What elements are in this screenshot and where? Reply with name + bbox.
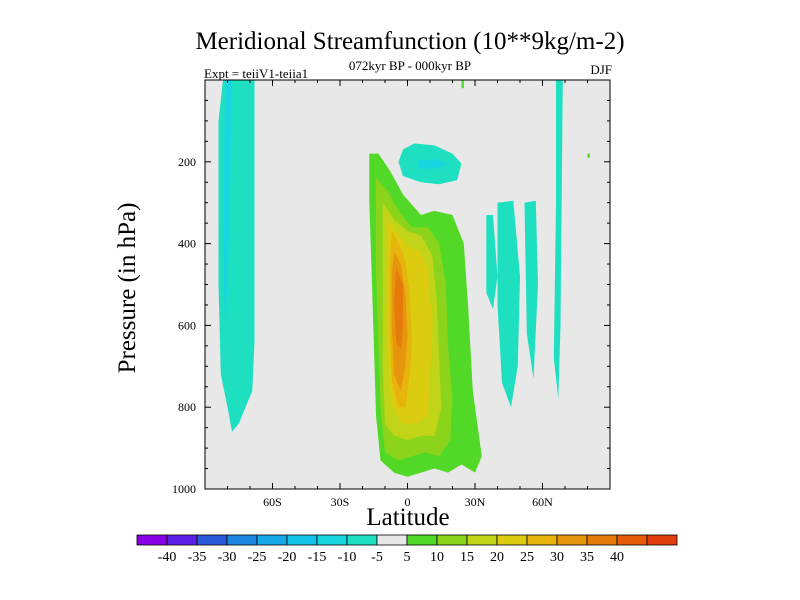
colorbar-label: -5 <box>371 550 383 565</box>
colorbar-swatch <box>556 534 588 546</box>
x-tick-label: 60S <box>263 495 282 509</box>
y-tick-label: 200 <box>178 155 196 169</box>
colorbar-swatch <box>616 534 648 546</box>
contour-region-7 <box>524 200 538 379</box>
contour-region-6 <box>497 200 520 408</box>
colorbar-label: 35 <box>580 550 594 565</box>
colorbar-label: -40 <box>158 550 177 565</box>
colorbar-swatch <box>196 534 228 546</box>
axis-ticks: 60S 30S 0 30N 60N 200 400 600 800 1000 <box>172 80 610 509</box>
x-tick-label: 0 <box>405 495 411 509</box>
colorbar-swatch <box>316 534 348 546</box>
colorbar-swatch <box>286 534 318 546</box>
period-label: 072kyr BP - 000kyr BP <box>348 58 472 73</box>
y-tick-label: 400 <box>178 237 196 251</box>
colorbar-label: 30 <box>550 550 564 565</box>
colorbar-swatch <box>406 534 438 546</box>
colorbar-label: -10 <box>338 550 357 565</box>
colorbar-label: 25 <box>520 550 534 565</box>
colorbar-swatch <box>496 534 528 546</box>
contour-region-1 <box>223 80 232 334</box>
chart-title: Meridional Streamfunction (10**9kg/m-2) <box>195 28 625 55</box>
colorbar-label: -20 <box>278 550 297 565</box>
season-label: DJF <box>590 62 612 77</box>
y-tick-label: 600 <box>178 318 196 332</box>
colorbar-swatch <box>376 534 408 546</box>
colorbar-swatch <box>346 534 378 546</box>
contour-region-17 <box>587 153 590 158</box>
colorbar-label: -25 <box>248 550 267 565</box>
colorbar-label: 20 <box>490 550 504 565</box>
contour-region-15 <box>394 268 403 350</box>
colorbar-swatch <box>166 534 198 546</box>
colorbar: -40 -35 -30 -25 -20 -15 -10 -5 5 10 15 20 25 30 35 40 <box>136 534 678 565</box>
contour-region-8 <box>553 80 563 399</box>
y-tick-label: 800 <box>178 400 196 414</box>
x-axis-title: Latitude <box>366 504 450 531</box>
colorbar-label: 5 <box>404 550 411 565</box>
x-tick-label: 30N <box>465 495 486 509</box>
colorbar-swatch <box>256 534 288 546</box>
colorbar-label: 15 <box>460 550 474 565</box>
contour-fill-layer <box>218 80 590 477</box>
colorbar-label: 40 <box>610 550 624 565</box>
contour-region-16 <box>461 80 464 89</box>
y-tick-label: 1000 <box>172 482 196 496</box>
colorbar-swatch <box>436 534 468 546</box>
contour-region-5 <box>486 215 498 309</box>
experiment-label: Expt = teiiV1-teiia1 <box>204 66 309 81</box>
colorbar-swatch <box>136 534 168 546</box>
colorbar-swatch <box>526 534 558 546</box>
colorbar-swatch <box>466 534 498 546</box>
colorbar-swatch <box>226 534 258 546</box>
colorbar-label: -30 <box>218 550 237 565</box>
colorbar-label: -35 <box>188 550 207 565</box>
colorbar-swatch <box>646 534 678 546</box>
x-tick-label: 30S <box>331 495 350 509</box>
contour-region-4 <box>416 158 448 170</box>
colorbar-label: 10 <box>430 550 444 565</box>
x-tick-label: 60N <box>532 495 553 509</box>
colorbar-swatch <box>586 534 618 546</box>
colorbar-label: -15 <box>308 550 327 565</box>
